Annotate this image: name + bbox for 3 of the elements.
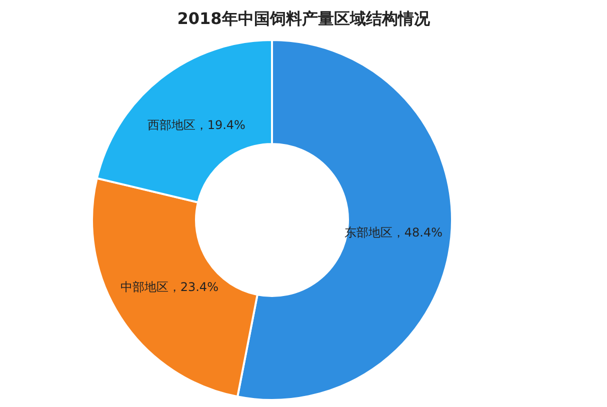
chart-title: 2018年中国饲料产量区域结构情况 bbox=[177, 9, 431, 28]
slice-label: 西部地区，19.4% bbox=[147, 118, 246, 132]
slice-label: 中部地区，23.4% bbox=[120, 280, 218, 294]
